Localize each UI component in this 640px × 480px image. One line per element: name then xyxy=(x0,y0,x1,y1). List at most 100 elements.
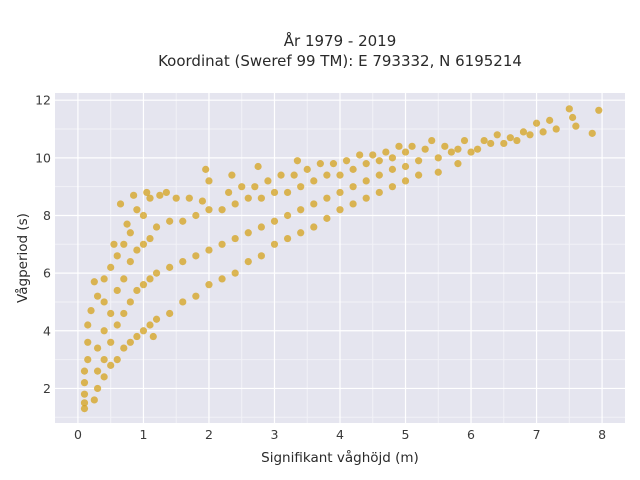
x-tick-label: 6 xyxy=(467,427,475,442)
data-point xyxy=(179,217,187,225)
data-point xyxy=(310,223,318,231)
data-point xyxy=(146,321,154,329)
grid-lines xyxy=(55,93,625,423)
data-point xyxy=(205,281,213,289)
data-point xyxy=(192,211,200,220)
data-point xyxy=(375,157,383,165)
data-point xyxy=(156,191,164,199)
data-point xyxy=(133,332,141,341)
data-point xyxy=(595,106,603,114)
data-point xyxy=(251,183,259,191)
data-point xyxy=(120,275,128,283)
data-point xyxy=(218,275,226,283)
data-point xyxy=(297,206,305,214)
data-point xyxy=(264,177,272,185)
data-point xyxy=(146,234,154,243)
data-point xyxy=(421,145,429,153)
y-tick-label: 6 xyxy=(43,266,51,281)
data-point xyxy=(506,134,514,142)
data-point xyxy=(434,168,442,176)
x-tick-label: 1 xyxy=(139,427,147,442)
data-point xyxy=(395,142,403,150)
data-point xyxy=(133,206,141,214)
data-point xyxy=(454,160,462,168)
data-point xyxy=(107,309,115,318)
data-point xyxy=(231,269,239,277)
data-point xyxy=(401,148,410,156)
y-tick-label: 12 xyxy=(35,93,51,108)
x-tick-label: 3 xyxy=(271,427,279,442)
data-point xyxy=(467,148,475,156)
data-point xyxy=(257,194,265,202)
data-point xyxy=(401,177,410,185)
data-point xyxy=(107,361,115,369)
data-point xyxy=(152,269,161,277)
data-point xyxy=(349,183,357,191)
data-point xyxy=(244,194,252,202)
data-point xyxy=(270,188,279,197)
data-point xyxy=(238,183,246,191)
data-point xyxy=(257,252,265,260)
y-tick-label: 4 xyxy=(43,323,51,338)
data-point xyxy=(415,171,423,179)
data-point xyxy=(519,128,528,136)
data-point xyxy=(283,211,292,220)
data-point xyxy=(539,128,547,136)
data-point xyxy=(487,139,495,148)
data-point xyxy=(113,286,121,295)
data-point xyxy=(116,200,125,208)
x-tick-label: 0 xyxy=(74,427,82,442)
data-point xyxy=(80,367,89,375)
data-point xyxy=(166,309,174,318)
data-point xyxy=(323,171,331,179)
chart-subtitle: Koordinat (Sweref 99 TM): E 793332, N 61… xyxy=(158,52,522,70)
data-point xyxy=(290,171,298,179)
data-point xyxy=(120,309,128,318)
data-point xyxy=(84,355,92,364)
data-point xyxy=(473,145,482,153)
y-axis-title: Vågperiod (s) xyxy=(14,213,31,303)
data-point xyxy=(120,344,128,352)
data-point xyxy=(329,160,338,168)
data-point xyxy=(303,165,311,173)
data-point xyxy=(192,252,200,260)
data-point xyxy=(310,177,318,185)
data-point xyxy=(80,399,89,407)
data-point xyxy=(283,234,292,243)
data-point xyxy=(225,188,233,197)
data-point xyxy=(90,278,98,286)
data-point xyxy=(179,258,187,266)
data-point xyxy=(100,275,108,283)
data-point xyxy=(480,136,488,145)
x-tick-label: 4 xyxy=(336,427,344,442)
data-point xyxy=(120,240,128,248)
data-point xyxy=(336,188,344,197)
data-point xyxy=(113,321,121,329)
data-point xyxy=(297,229,305,237)
data-point xyxy=(143,188,151,197)
data-point xyxy=(80,404,89,413)
data-point xyxy=(126,229,134,237)
x-tick-label: 8 xyxy=(598,427,606,442)
data-point xyxy=(146,194,154,202)
data-point xyxy=(293,157,302,165)
data-point xyxy=(310,200,318,208)
data-point xyxy=(408,142,416,150)
y-tick-label: 8 xyxy=(43,208,51,223)
data-point xyxy=(388,154,397,162)
data-point xyxy=(126,258,134,266)
data-point xyxy=(336,206,344,214)
data-point xyxy=(568,113,577,122)
data-point xyxy=(139,211,148,220)
data-point xyxy=(93,292,102,300)
data-point xyxy=(362,177,370,185)
data-point xyxy=(113,252,121,260)
data-point xyxy=(139,327,148,335)
x-tick-label: 5 xyxy=(402,427,410,442)
data-point xyxy=(107,263,115,271)
data-point xyxy=(349,200,357,208)
data-point xyxy=(460,136,469,145)
data-point xyxy=(172,194,180,202)
data-point xyxy=(362,194,370,202)
data-point xyxy=(500,139,508,148)
